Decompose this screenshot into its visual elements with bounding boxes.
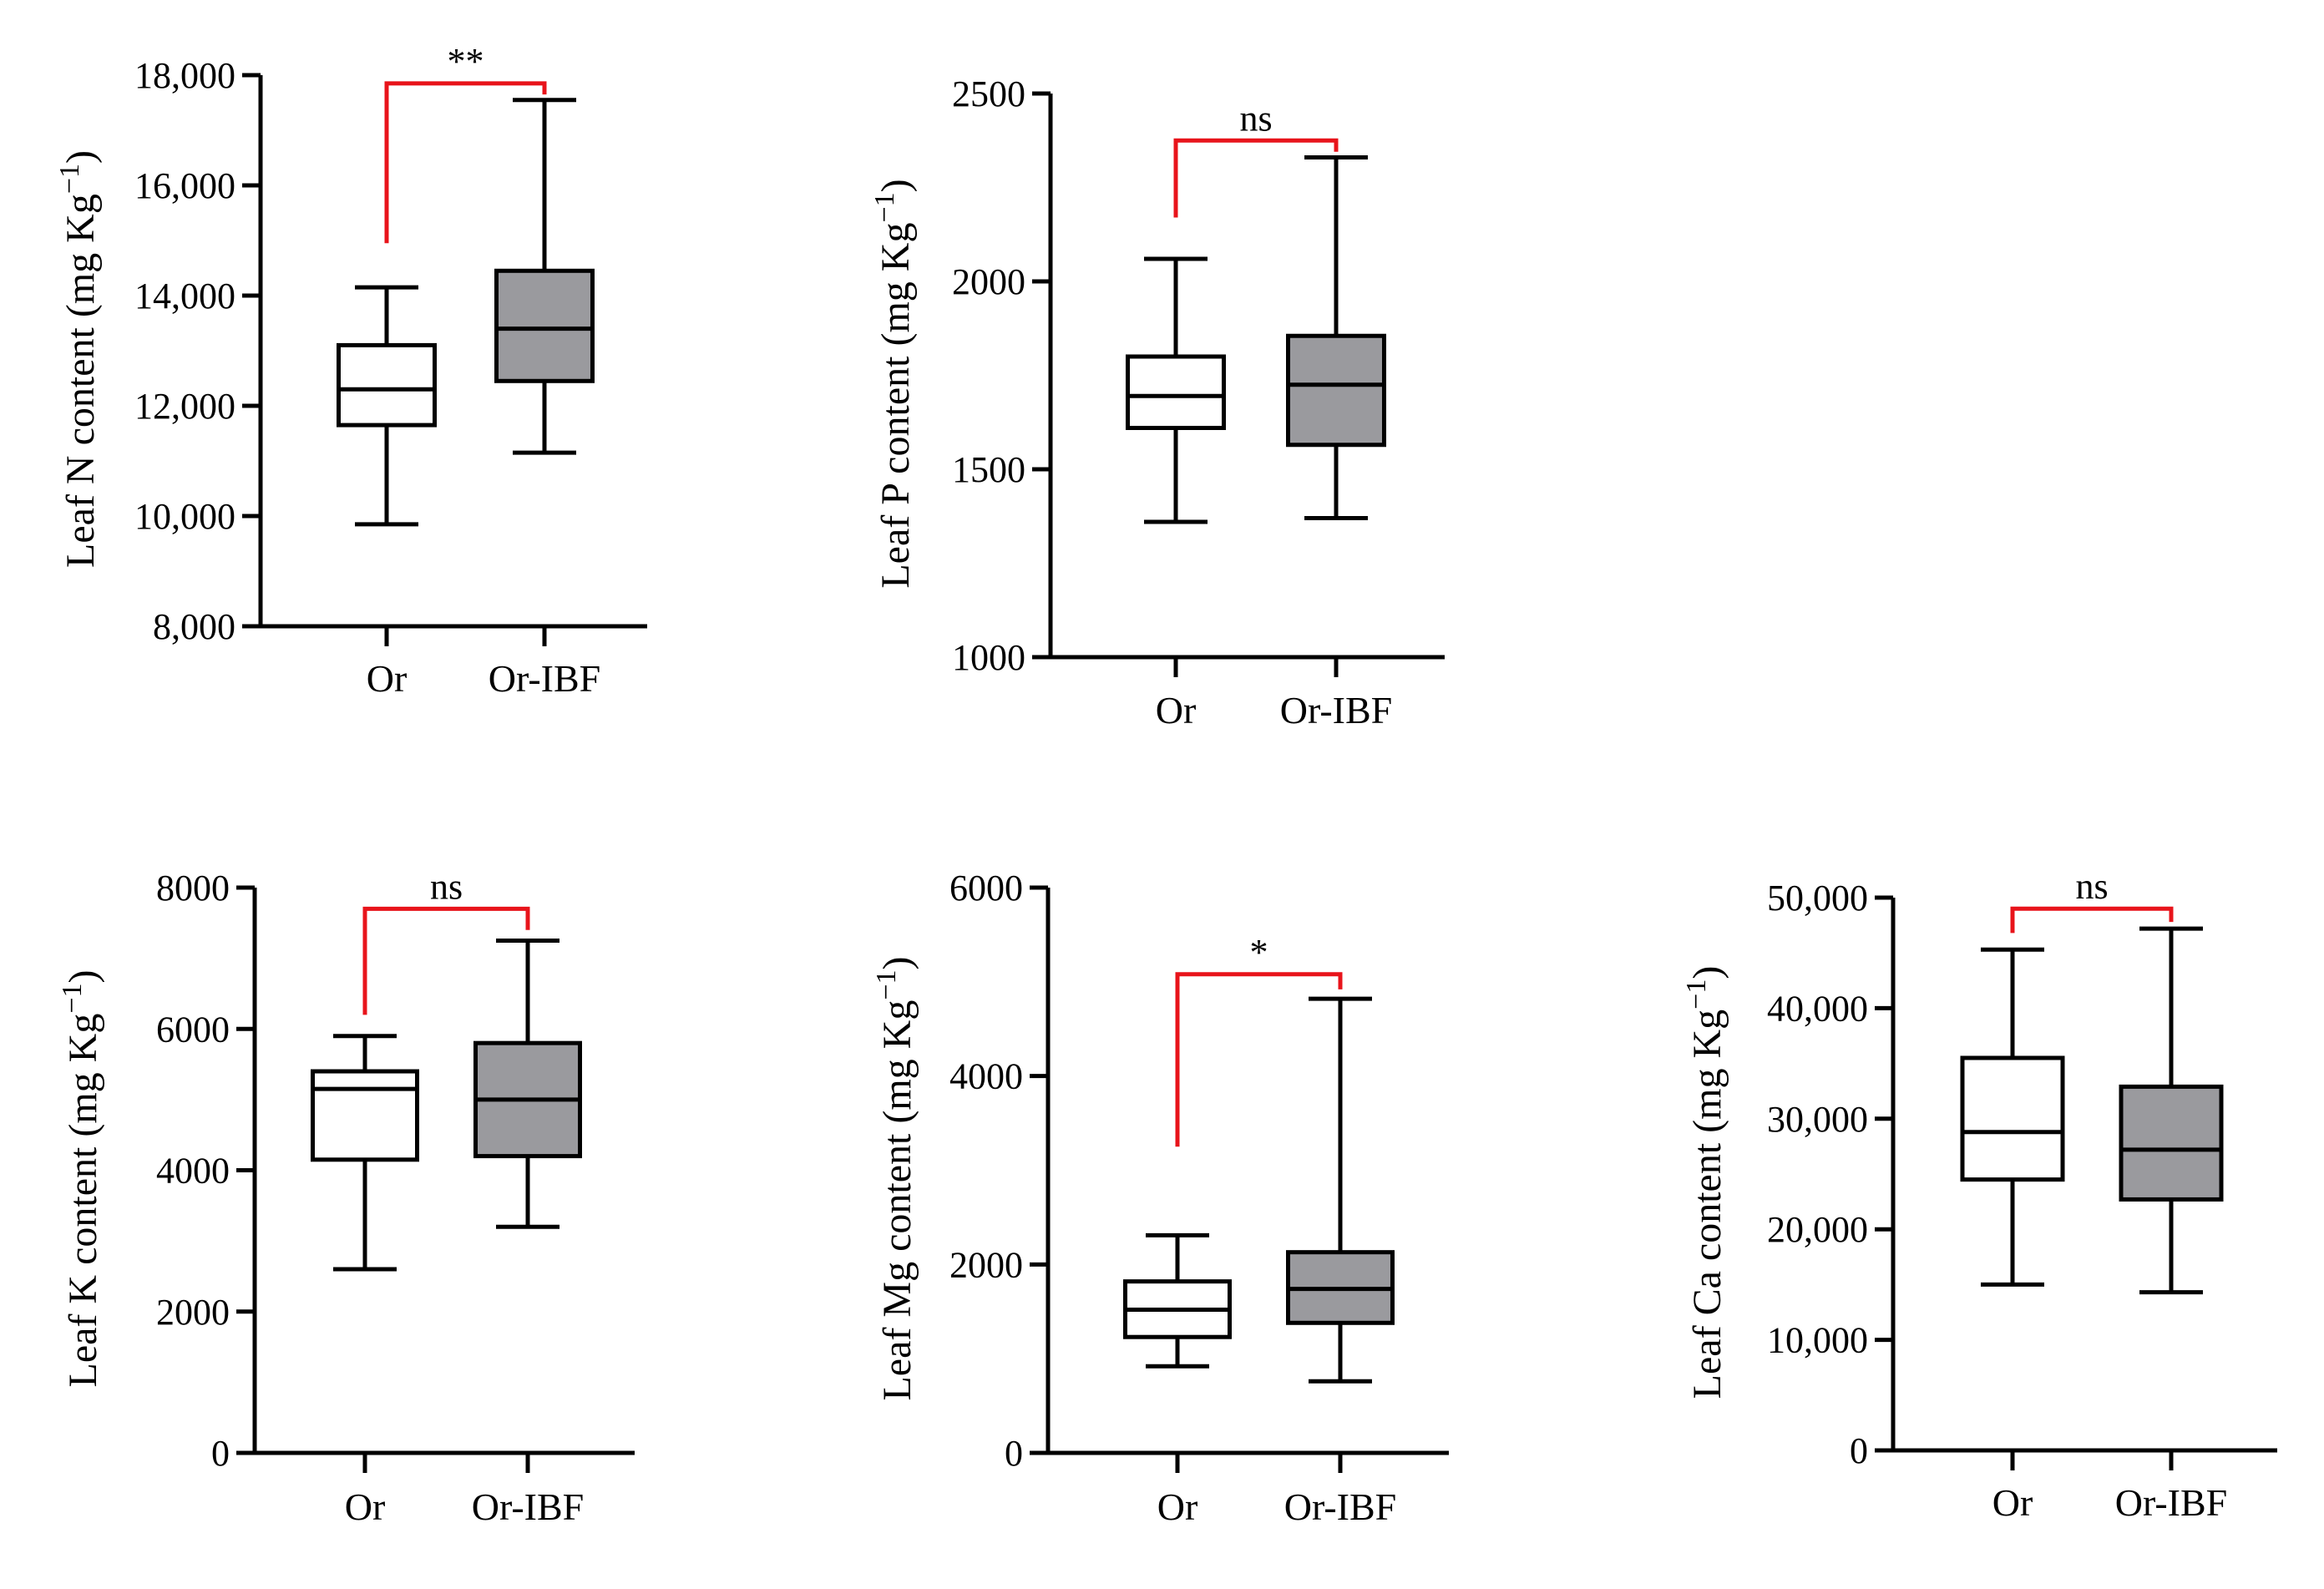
chart-4-y-tick-label: 0 bbox=[1005, 1433, 1023, 1474]
chart-2-box-or-ibf-iqr bbox=[1286, 333, 1386, 448]
chart-5-x-tick-label: Or-IBF bbox=[2115, 1481, 2228, 1524]
chart-3-y-tick-label: 6000 bbox=[156, 1009, 230, 1050]
chart-3-x-tick-label: Or-IBF bbox=[472, 1485, 585, 1528]
chart-4-x-tick-label: Or bbox=[1157, 1485, 1198, 1528]
chart-1-box-or-iqr bbox=[337, 342, 437, 428]
chart-5-y-tick-label: 50,000 bbox=[1767, 878, 1868, 918]
chart-1-y-tick-label: 10,000 bbox=[134, 496, 235, 537]
chart-2-box-or-iqr bbox=[1126, 354, 1226, 430]
chart-3-significance-label: ns bbox=[430, 866, 463, 907]
chart-4-y-axis-title-close: ) bbox=[875, 956, 919, 969]
chart-5-y-axis-title: Leaf Ca content (mg Kg−1) bbox=[1681, 966, 1729, 1399]
chart-4-significance-bracket bbox=[1175, 972, 1343, 1147]
chart-3-y-axis-title: Leaf K content (mg Kg−1) bbox=[57, 969, 105, 1387]
chart-5-box-or-iqr bbox=[1960, 1055, 2065, 1182]
chart-1-y-axis-title: Leaf N content (mg Kg−1) bbox=[54, 150, 103, 568]
chart-4-x-tick-label: Or-IBF bbox=[1284, 1485, 1397, 1528]
chart-5-y-axis-title-main: Leaf Ca content (mg Kg bbox=[1685, 1010, 1729, 1399]
chart-1-y-tick-label: 14,000 bbox=[134, 276, 235, 316]
chart-3-y-tick-label: 2000 bbox=[156, 1292, 230, 1333]
chart-3-box-or-iqr bbox=[311, 1069, 419, 1162]
chart-3-y-tick-label: 4000 bbox=[156, 1151, 230, 1192]
chart-5-y-tick-label: 40,000 bbox=[1767, 988, 1868, 1029]
chart-1-x-tick-label: Or bbox=[367, 657, 408, 700]
chart-1-y-tick-label: 18,000 bbox=[134, 55, 235, 96]
chart-4-y-axis-title: Leaf Mg content (mg Kg−1) bbox=[871, 956, 919, 1400]
chart-3-x-tick-label: Or bbox=[345, 1485, 386, 1528]
chart-2-y-axis-title-sup: −1 bbox=[869, 192, 900, 222]
chart-3-y-tick-label: 0 bbox=[211, 1433, 230, 1474]
chart-2-y-axis-title: Leaf P content (mg Kg−1) bbox=[869, 179, 918, 588]
chart-2-x-tick-label: Or bbox=[1156, 689, 1197, 731]
chart-1-y-axis-title-close: ) bbox=[58, 150, 103, 164]
chart-2-x-tick-label: Or-IBF bbox=[1280, 689, 1393, 731]
chart-5-y-tick-label: 30,000 bbox=[1767, 1099, 1868, 1140]
chart-2-y-tick-label: 1500 bbox=[952, 449, 1025, 490]
chart-1-y-tick-label: 16,000 bbox=[134, 165, 235, 206]
chart-1-box-or-ibf-iqr bbox=[494, 268, 595, 383]
chart-1-x-tick-label: Or-IBF bbox=[489, 657, 601, 700]
chart-2-y-tick-label: 2000 bbox=[952, 261, 1025, 302]
chart-1-y-tick-label: 8,000 bbox=[153, 606, 235, 647]
chart-4-y-tick-label: 2000 bbox=[949, 1244, 1023, 1285]
chart-1-y-axis-title-sup: −1 bbox=[54, 164, 85, 194]
chart-5-y-axis-title-close: ) bbox=[1685, 966, 1729, 979]
chart-2-y-tick-label: 2500 bbox=[952, 73, 1025, 114]
chart-1-y-tick-label: 12,000 bbox=[134, 386, 235, 427]
chart-3-y-tick-label: 8000 bbox=[156, 868, 230, 908]
chart-1-y-axis-title-main: Leaf N content (mg Kg bbox=[58, 194, 103, 568]
chart-1-significance-bracket bbox=[384, 81, 547, 244]
chart-5-significance-label: ns bbox=[2075, 866, 2108, 907]
chart-5-box-or-ibf-iqr bbox=[2119, 1084, 2224, 1202]
chart-4-y-tick-label: 4000 bbox=[949, 1056, 1023, 1097]
chart-2-significance-label: ns bbox=[1239, 98, 1272, 139]
chart-3-significance-bracket bbox=[362, 906, 530, 1015]
chart-4-y-tick-label: 6000 bbox=[949, 868, 1023, 908]
chart-5-y-tick-label: 20,000 bbox=[1767, 1209, 1868, 1250]
chart-3-y-axis-title-sup: −1 bbox=[57, 983, 88, 1013]
chart-5-significance-bracket bbox=[2010, 906, 2174, 934]
chart-4-y-axis-title-sup: −1 bbox=[871, 969, 902, 999]
chart-1-significance-label: ** bbox=[448, 41, 484, 82]
chart-2-y-axis-title-main: Leaf P content (mg Kg bbox=[873, 223, 918, 589]
chart-5-y-tick-label: 0 bbox=[1850, 1430, 1868, 1471]
chart-3-y-axis-title-main: Leaf K content (mg Kg bbox=[61, 1014, 105, 1388]
chart-5-y-tick-label: 10,000 bbox=[1767, 1320, 1868, 1361]
chart-4-significance-label: * bbox=[1250, 932, 1268, 973]
chart-2-y-axis-title-close: ) bbox=[873, 179, 918, 192]
chart-5-y-axis-title-sup: −1 bbox=[1681, 979, 1712, 1010]
chart-4-y-axis-title-main: Leaf Mg content (mg Kg bbox=[875, 1000, 919, 1401]
chart-2-y-tick-label: 1000 bbox=[952, 637, 1025, 678]
chart-5-x-tick-label: Or bbox=[1992, 1481, 2033, 1524]
chart-2-significance-bracket bbox=[1173, 138, 1339, 218]
chart-3-y-axis-title-close: ) bbox=[61, 969, 105, 983]
